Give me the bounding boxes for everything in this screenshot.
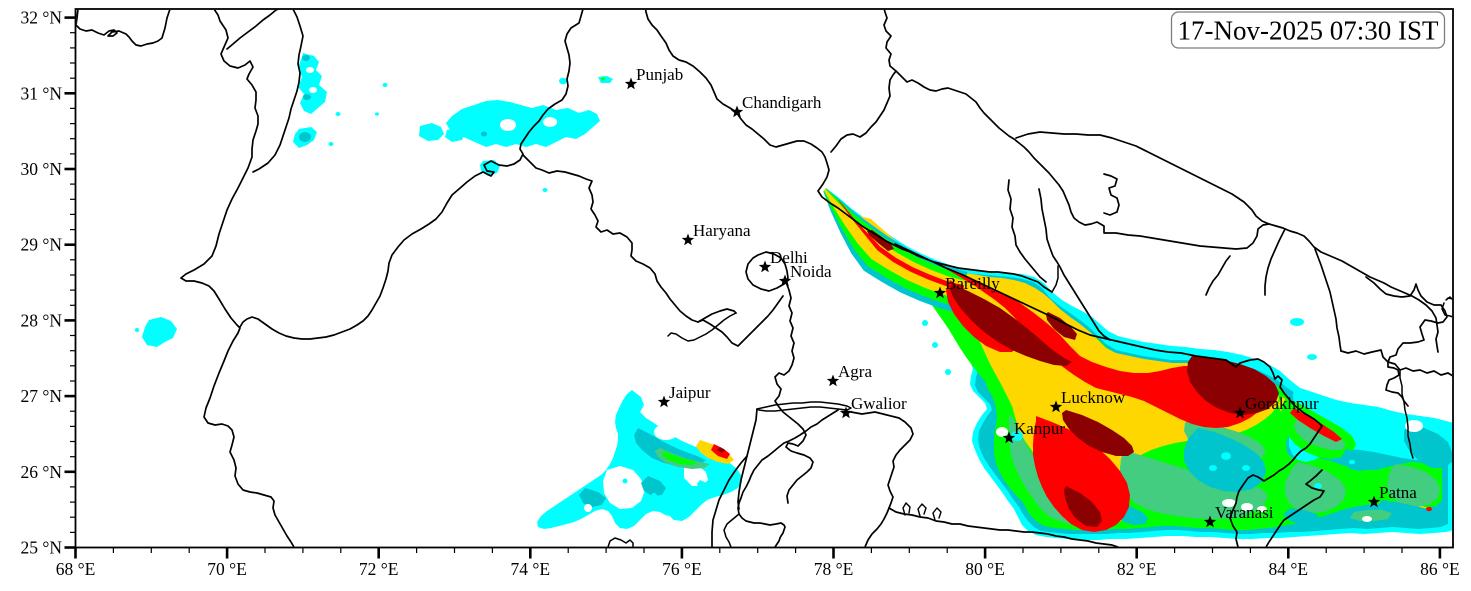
svg-text:82 °E: 82 °E [1117,559,1157,579]
svg-text:70 °E: 70 °E [207,559,247,579]
svg-text:Patna: Patna [1379,483,1417,502]
svg-text:Gorakhpur: Gorakhpur [1245,394,1319,413]
svg-text:72 °E: 72 °E [359,559,399,579]
svg-text:84 °E: 84 °E [1269,559,1309,579]
svg-text:Varanasi: Varanasi [1215,503,1274,522]
svg-text:Delhi: Delhi [770,248,808,267]
svg-text:Gwalior: Gwalior [851,394,907,413]
svg-text:Jaipur: Jaipur [669,383,711,402]
svg-text:76 °E: 76 °E [662,559,702,579]
svg-text:Kanpur: Kanpur [1014,419,1065,438]
svg-text:30 °N: 30 °N [20,159,62,179]
svg-text:17-Nov-2025 07:30 IST: 17-Nov-2025 07:30 IST [1178,16,1439,46]
svg-text:32 °N: 32 °N [20,8,62,28]
svg-text:78 °E: 78 °E [814,559,854,579]
svg-text:Bareilly: Bareilly [945,274,1000,293]
svg-text:Noida: Noida [790,262,832,281]
svg-text:Haryana: Haryana [693,221,751,240]
svg-text:80 °E: 80 °E [965,559,1005,579]
svg-text:86 °E: 86 °E [1420,559,1460,579]
svg-text:26 °N: 26 °N [20,462,62,482]
svg-text:68 °E: 68 °E [56,559,96,579]
svg-text:31 °N: 31 °N [20,83,62,103]
svg-text:Agra: Agra [838,362,872,381]
svg-text:Punjab: Punjab [636,65,683,84]
svg-text:27 °N: 27 °N [20,386,62,406]
svg-text:74 °E: 74 °E [511,559,551,579]
svg-text:28 °N: 28 °N [20,310,62,330]
svg-text:29 °N: 29 °N [20,235,62,255]
svg-text:Chandigarh: Chandigarh [742,93,822,112]
svg-text:25 °N: 25 °N [20,538,62,558]
svg-text:Lucknow: Lucknow [1061,388,1126,407]
